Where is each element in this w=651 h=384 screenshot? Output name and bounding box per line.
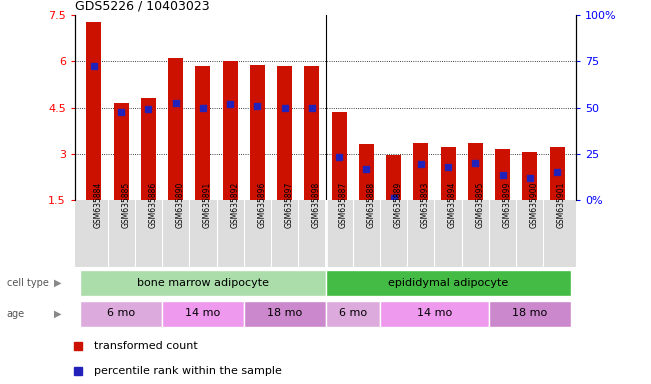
Text: percentile rank within the sample: percentile rank within the sample [94,366,283,376]
Text: 18 mo: 18 mo [512,308,547,318]
Text: 18 mo: 18 mo [267,308,302,318]
Text: ▶: ▶ [53,278,61,288]
Bar [250,65,265,200]
Bar [522,152,537,200]
Bar [549,147,564,200]
Text: GSM635887: GSM635887 [339,182,348,228]
Text: GSM635899: GSM635899 [503,182,512,228]
Bar [243,301,326,327]
Text: GSM635897: GSM635897 [284,182,294,228]
Bar [326,301,380,327]
Text: GSM635901: GSM635901 [557,182,566,228]
Bar [359,144,374,200]
Text: age: age [7,309,25,319]
Bar [495,149,510,200]
Text: GSM635891: GSM635891 [203,182,212,228]
Text: ▶: ▶ [53,309,61,319]
Bar [141,98,156,200]
Text: GSM635885: GSM635885 [121,182,130,228]
Text: GSM635892: GSM635892 [230,182,239,228]
Text: bone marrow adipocyte: bone marrow adipocyte [137,278,269,288]
Text: epididymal adipocyte: epididymal adipocyte [388,278,508,288]
Text: GSM635895: GSM635895 [475,182,484,228]
Bar [168,58,183,200]
Bar [80,301,162,327]
Bar [80,270,326,296]
Text: cell type: cell type [7,278,48,288]
Text: GSM635890: GSM635890 [176,182,185,228]
Text: GSM635893: GSM635893 [421,182,430,228]
Bar [114,103,129,200]
Bar [331,112,346,200]
Bar [87,22,102,200]
Text: GSM635898: GSM635898 [312,182,321,228]
Text: GSM635888: GSM635888 [367,182,376,228]
Bar [386,155,401,200]
Bar [413,143,428,200]
Text: GSM635884: GSM635884 [94,182,103,228]
Text: GSM635894: GSM635894 [448,182,457,228]
Bar [277,66,292,200]
Bar [223,61,238,200]
Text: GSM635900: GSM635900 [530,182,539,228]
Bar [162,301,243,327]
Text: GSM635896: GSM635896 [257,182,266,228]
Bar [326,270,571,296]
Bar [468,143,483,200]
Text: GSM635886: GSM635886 [148,182,158,228]
Text: transformed count: transformed count [94,341,198,351]
Text: 6 mo: 6 mo [339,308,367,318]
Bar [489,301,571,327]
Bar [441,147,456,200]
Bar [195,66,210,200]
Text: 6 mo: 6 mo [107,308,135,318]
Text: 14 mo: 14 mo [186,308,221,318]
Text: 14 mo: 14 mo [417,308,452,318]
Text: GSM635889: GSM635889 [394,182,402,228]
Bar [305,66,320,200]
Text: GDS5226 / 10403023: GDS5226 / 10403023 [75,0,210,13]
Bar [380,301,489,327]
